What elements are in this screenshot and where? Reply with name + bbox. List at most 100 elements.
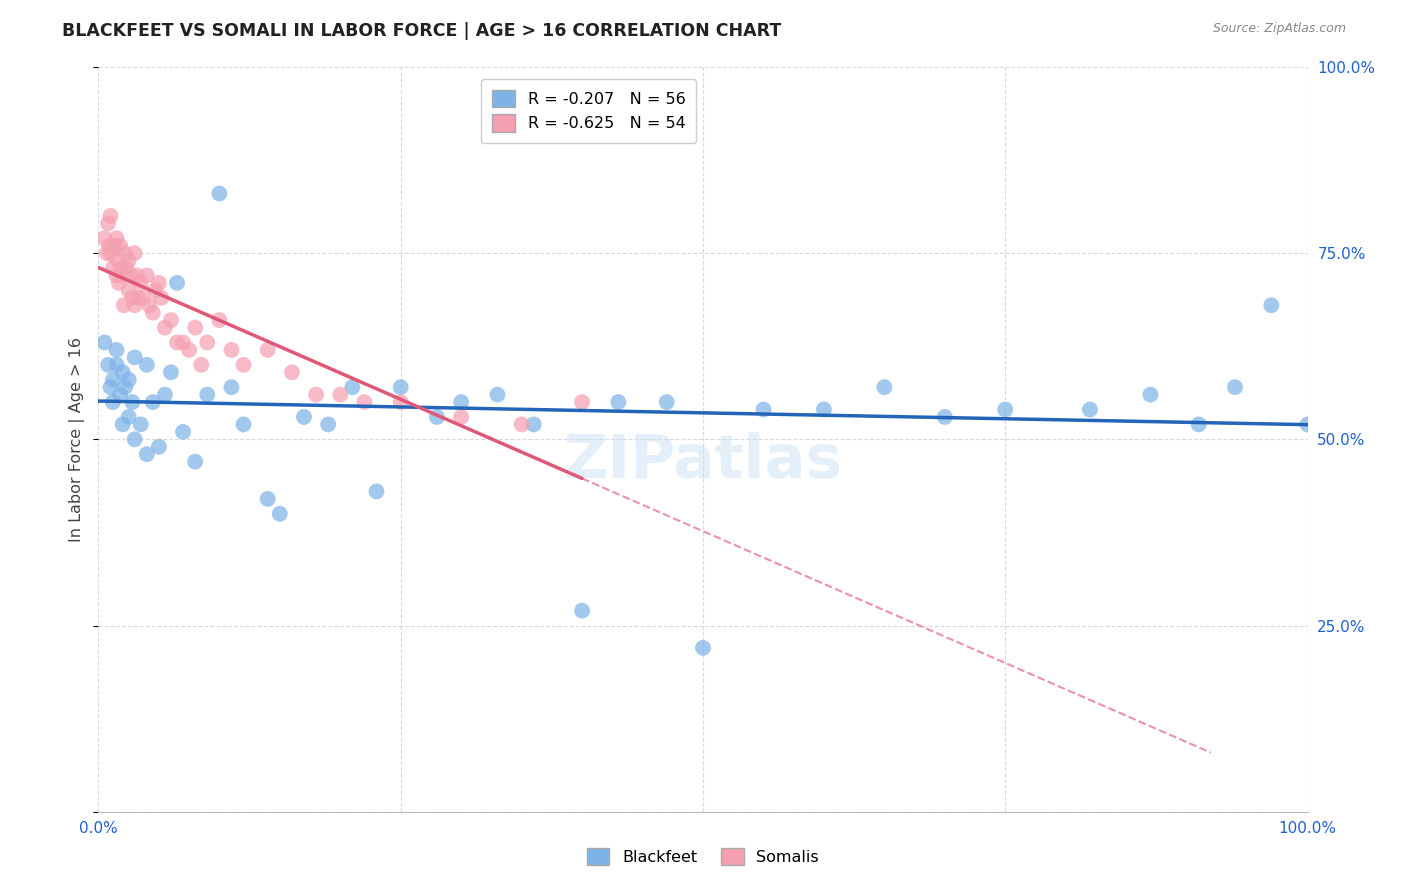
Point bbox=[1078, 402, 1101, 417]
Point bbox=[366, 484, 388, 499]
Point bbox=[93, 231, 115, 245]
Y-axis label: In Labor Force | Age > 16: In Labor Force | Age > 16 bbox=[69, 337, 86, 541]
Point bbox=[342, 380, 364, 394]
Point bbox=[142, 395, 165, 409]
Point bbox=[752, 402, 775, 417]
Point bbox=[873, 380, 896, 394]
Point bbox=[190, 358, 212, 372]
Point bbox=[389, 380, 412, 394]
Point bbox=[97, 216, 120, 230]
Point bbox=[692, 640, 714, 655]
Point bbox=[153, 387, 176, 401]
Point bbox=[108, 387, 131, 401]
Point bbox=[179, 343, 201, 357]
Point bbox=[96, 246, 118, 260]
Point bbox=[292, 409, 315, 424]
Point bbox=[426, 409, 449, 424]
Point bbox=[114, 380, 136, 394]
Point bbox=[160, 313, 183, 327]
Point bbox=[571, 395, 593, 409]
Point bbox=[129, 276, 152, 290]
Point bbox=[100, 246, 122, 260]
Point bbox=[172, 425, 194, 439]
Text: BLACKFEET VS SOMALI IN LABOR FORCE | AGE > 16 CORRELATION CHART: BLACKFEET VS SOMALI IN LABOR FORCE | AGE… bbox=[62, 22, 782, 40]
Point bbox=[98, 238, 121, 252]
Point bbox=[184, 455, 207, 469]
Point bbox=[281, 365, 304, 379]
Point bbox=[353, 395, 375, 409]
Point bbox=[221, 343, 243, 357]
Point bbox=[1139, 387, 1161, 401]
Point bbox=[135, 268, 157, 283]
Point bbox=[607, 395, 630, 409]
Point bbox=[153, 320, 176, 334]
Point bbox=[208, 313, 231, 327]
Point bbox=[450, 409, 472, 424]
Point bbox=[108, 238, 131, 252]
Point bbox=[112, 298, 135, 312]
Point bbox=[108, 276, 131, 290]
Point bbox=[1296, 417, 1319, 432]
Point bbox=[172, 335, 194, 350]
Point bbox=[103, 238, 125, 252]
Point bbox=[329, 387, 352, 401]
Point bbox=[111, 417, 134, 432]
Point bbox=[166, 335, 188, 350]
Point bbox=[160, 365, 183, 379]
Point bbox=[127, 268, 149, 283]
Legend: R = -0.207   N = 56, R = -0.625   N = 54: R = -0.207 N = 56, R = -0.625 N = 54 bbox=[481, 78, 696, 143]
Point bbox=[124, 351, 146, 365]
Point bbox=[107, 253, 129, 268]
Point bbox=[571, 604, 593, 618]
Point bbox=[101, 260, 124, 275]
Point bbox=[105, 343, 128, 357]
Point bbox=[221, 380, 243, 394]
Point bbox=[256, 343, 278, 357]
Point bbox=[184, 320, 207, 334]
Point bbox=[450, 395, 472, 409]
Point bbox=[121, 291, 143, 305]
Point bbox=[124, 298, 146, 312]
Point bbox=[510, 417, 533, 432]
Text: ZIPatlas: ZIPatlas bbox=[564, 432, 842, 491]
Point bbox=[97, 358, 120, 372]
Point bbox=[132, 291, 155, 305]
Point bbox=[124, 433, 146, 447]
Point bbox=[148, 276, 170, 290]
Point bbox=[208, 186, 231, 201]
Point bbox=[118, 253, 141, 268]
Point bbox=[100, 380, 122, 394]
Point bbox=[101, 373, 124, 387]
Point bbox=[195, 387, 218, 401]
Point bbox=[118, 409, 141, 424]
Point bbox=[93, 335, 115, 350]
Point bbox=[389, 395, 412, 409]
Point bbox=[1223, 380, 1246, 394]
Point bbox=[118, 284, 141, 298]
Point bbox=[100, 209, 122, 223]
Point bbox=[305, 387, 328, 401]
Point bbox=[142, 306, 165, 320]
Point bbox=[166, 276, 188, 290]
Point bbox=[111, 365, 134, 379]
Point bbox=[655, 395, 678, 409]
Point bbox=[232, 358, 254, 372]
Point bbox=[934, 409, 956, 424]
Point bbox=[523, 417, 546, 432]
Point bbox=[138, 298, 160, 312]
Point bbox=[1260, 298, 1282, 312]
Point bbox=[114, 246, 136, 260]
Point bbox=[111, 268, 134, 283]
Point bbox=[118, 373, 141, 387]
Point bbox=[120, 268, 142, 283]
Point bbox=[105, 358, 128, 372]
Point bbox=[269, 507, 291, 521]
Point bbox=[195, 335, 218, 350]
Point bbox=[150, 291, 173, 305]
Point bbox=[135, 358, 157, 372]
Point bbox=[105, 231, 128, 245]
Point bbox=[105, 268, 128, 283]
Point bbox=[486, 387, 509, 401]
Legend: Blackfeet, Somalis: Blackfeet, Somalis bbox=[579, 840, 827, 873]
Point bbox=[143, 284, 166, 298]
